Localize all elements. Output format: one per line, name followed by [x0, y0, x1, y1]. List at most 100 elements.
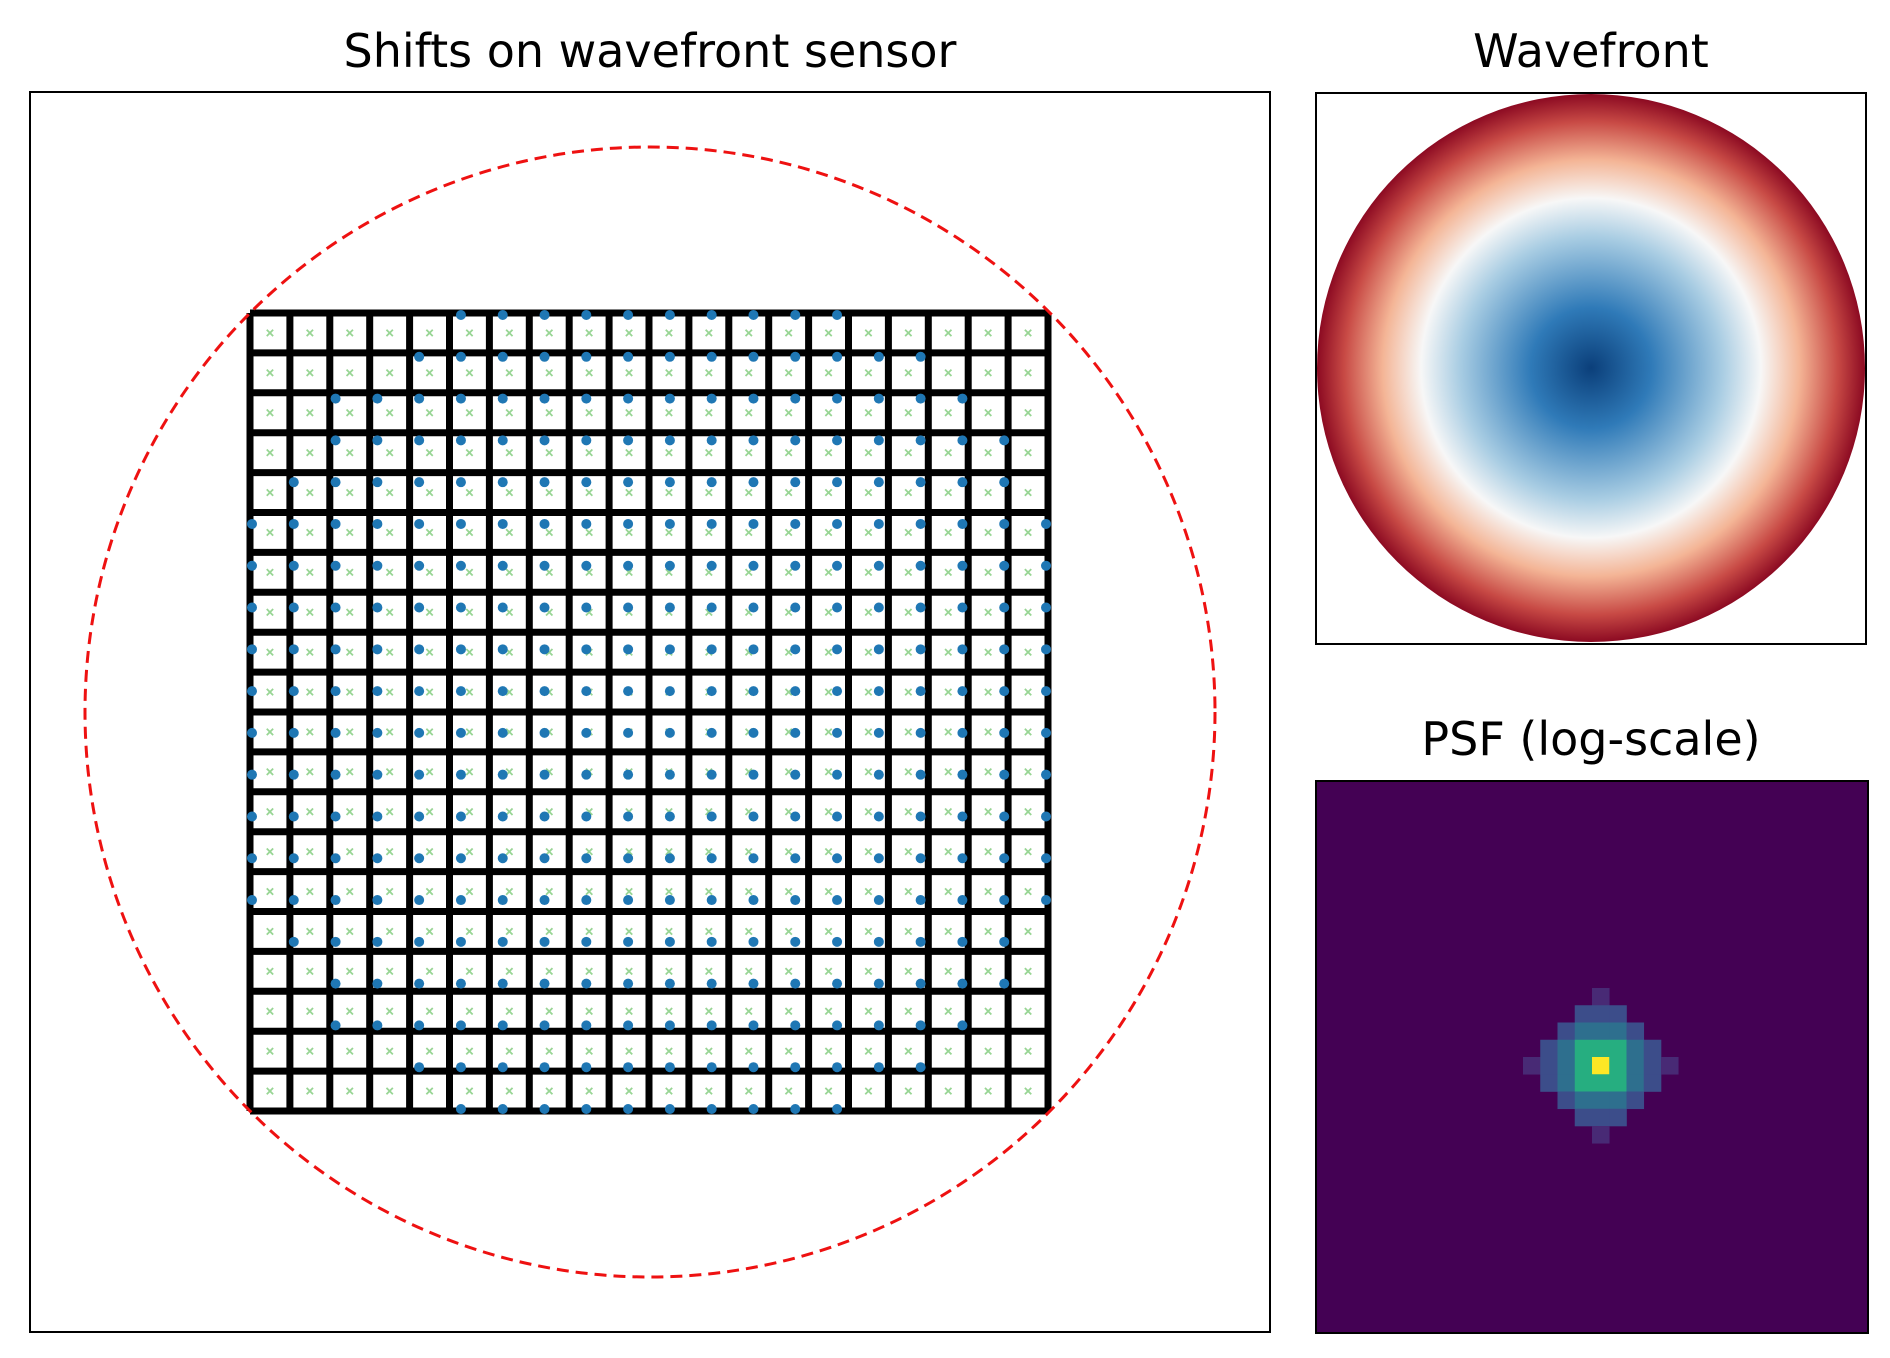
measured-spot: [915, 853, 926, 864]
measured-spot: [957, 602, 968, 613]
reference-spot: [744, 1007, 753, 1016]
psf-pixel: [1574, 1108, 1593, 1127]
reference-spot: [505, 568, 514, 577]
psf-pixel: [1557, 1057, 1576, 1075]
reference-spot: [266, 847, 274, 856]
measured-spot: [539, 936, 550, 947]
reference-spot: [625, 329, 633, 337]
measured-spot: [288, 936, 299, 947]
reference-spot: [505, 408, 514, 417]
sensor-chart-title: Shifts on wavefront sensor: [344, 24, 957, 78]
psf-pixel: [1609, 1091, 1627, 1110]
measured-spot: [414, 351, 425, 362]
reference-spot: [425, 728, 434, 736]
measured-spot: [873, 811, 884, 822]
reference-spot: [1024, 448, 1032, 457]
reference-spot: [744, 448, 753, 457]
measured-spot: [581, 936, 592, 947]
psf-pixel: [1643, 1057, 1662, 1075]
measured-spot: [790, 727, 801, 738]
measured-spot: [748, 853, 759, 864]
reference-spot: [385, 369, 394, 377]
reference-spot: [705, 887, 713, 896]
wavefront-map: [1317, 94, 1865, 642]
reference-spot: [904, 528, 913, 537]
psf-pixel: [1643, 1039, 1662, 1058]
reference-spot: [465, 967, 474, 976]
measured-spot: [330, 560, 341, 571]
measured-spot: [330, 435, 341, 446]
reference-spot: [784, 448, 793, 457]
measured-spot: [497, 936, 508, 947]
measured-spot: [581, 769, 592, 780]
reference-spot: [385, 1047, 394, 1055]
reference-spot: [385, 887, 394, 896]
reference-spot: [465, 807, 474, 816]
measured-spot: [455, 644, 466, 655]
measured-spot: [706, 978, 717, 989]
measured-spot: [372, 435, 383, 446]
reference-spot: [944, 1047, 953, 1055]
measured-spot: [623, 1020, 634, 1031]
reference-spot: [824, 568, 833, 577]
reference-spot: [944, 768, 953, 776]
measured-spot: [790, 351, 801, 362]
reference-spot: [744, 568, 753, 577]
measured-spot: [664, 895, 675, 906]
reference-spot: [266, 887, 274, 896]
measured-spot: [790, 978, 801, 989]
measured-spot: [372, 1020, 383, 1031]
measured-spot: [748, 435, 759, 446]
measured-spot: [497, 1104, 508, 1115]
measured-spot: [372, 936, 383, 947]
measured-spot: [999, 518, 1010, 529]
measured-spot: [1041, 811, 1052, 822]
measured-spot: [832, 351, 843, 362]
measured-spot: [873, 602, 884, 613]
measured-spot: [539, 769, 550, 780]
reference-spot: [385, 329, 394, 337]
reference-spot: [465, 1047, 474, 1055]
reference-spot: [505, 448, 514, 457]
psf-pixel: [1592, 1074, 1610, 1092]
reference-spot: [944, 887, 953, 896]
reference-spot: [585, 887, 593, 896]
measured-spot: [706, 351, 717, 362]
measured-spot: [539, 853, 550, 864]
psf-pixel: [1609, 1074, 1627, 1092]
wavefront-axes-frame: [1315, 92, 1867, 645]
reference-spot: [545, 967, 554, 976]
measured-spot: [539, 727, 550, 738]
reference-spot: [944, 967, 953, 976]
measured-spot: [790, 435, 801, 446]
reference-spot: [1024, 369, 1032, 377]
measured-spot: [832, 811, 843, 822]
measured-spot: [455, 1020, 466, 1031]
reference-spot: [385, 1007, 394, 1016]
measured-spot: [497, 393, 508, 404]
psf-pixel: [1574, 1039, 1593, 1058]
measured-spot: [581, 853, 592, 864]
reference-spot: [465, 488, 474, 497]
measured-spot: [414, 518, 425, 529]
psf-heatmap: [1316, 781, 1868, 1333]
reference-spot: [545, 568, 554, 577]
reference-spot: [306, 568, 314, 577]
reference-spot: [625, 967, 633, 976]
reference-spot: [665, 329, 673, 337]
reference-spot: [385, 568, 394, 577]
measured-spot: [957, 477, 968, 488]
measured-spot: [455, 309, 466, 320]
measured-spot: [497, 477, 508, 488]
measured-spot: [581, 309, 592, 320]
reference-spot: [984, 568, 992, 577]
measured-spot: [497, 1020, 508, 1031]
reference-spot: [904, 1087, 913, 1095]
reference-spot: [385, 1087, 394, 1095]
psf-pixel: [1661, 1057, 1679, 1075]
measured-spot: [330, 518, 341, 529]
reference-spot: [465, 608, 474, 617]
measured-spot: [873, 477, 884, 488]
reference-spot: [465, 887, 474, 896]
measured-spot: [497, 309, 508, 320]
